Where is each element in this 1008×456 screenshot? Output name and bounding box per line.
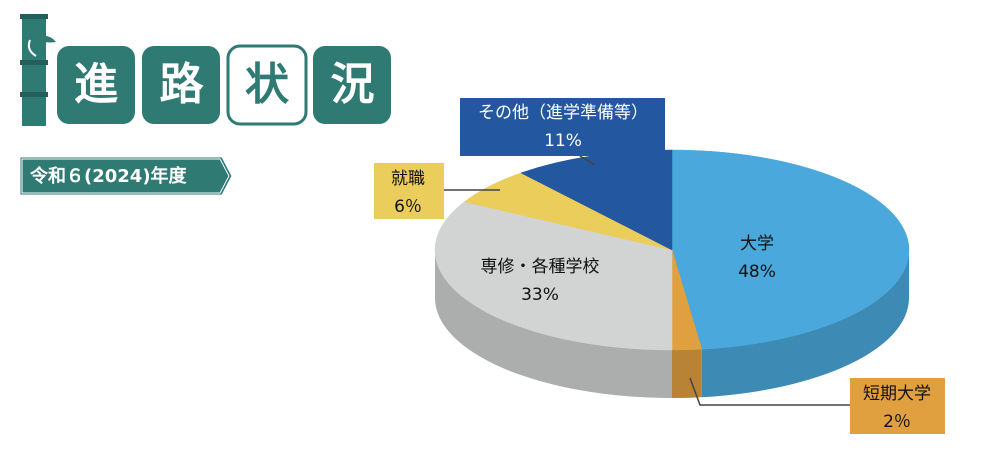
slice-label: 専修・各種学校 xyxy=(481,257,600,277)
slice-label: 短期大学 xyxy=(863,384,931,404)
title-boxes xyxy=(57,44,391,126)
value-label: 11% xyxy=(544,131,582,151)
value-label: 48% xyxy=(738,262,776,282)
slice-side xyxy=(435,250,672,398)
slice xyxy=(671,149,910,350)
slice-side xyxy=(672,349,702,398)
slice xyxy=(434,201,673,351)
slice-label: その他（進学準備等） xyxy=(478,103,648,123)
value-label: 6％ xyxy=(394,197,422,217)
slice-label: 就職 xyxy=(391,169,425,189)
label-box xyxy=(374,163,444,219)
chart-subtitle: 令和６(2024)年度 xyxy=(29,165,188,187)
label-box xyxy=(460,98,665,156)
leader-line xyxy=(579,155,596,166)
slice-label: 大学 xyxy=(740,234,774,254)
bamboo-icon xyxy=(20,14,56,126)
value-label: 2％ xyxy=(883,412,911,432)
value-label: 33% xyxy=(521,285,559,305)
pie xyxy=(434,149,910,398)
label-box xyxy=(850,378,945,434)
subtitle-banner xyxy=(19,156,233,196)
leader-line xyxy=(689,377,850,406)
chart-title: 進路状況 xyxy=(74,59,416,110)
slice-side xyxy=(701,250,909,398)
